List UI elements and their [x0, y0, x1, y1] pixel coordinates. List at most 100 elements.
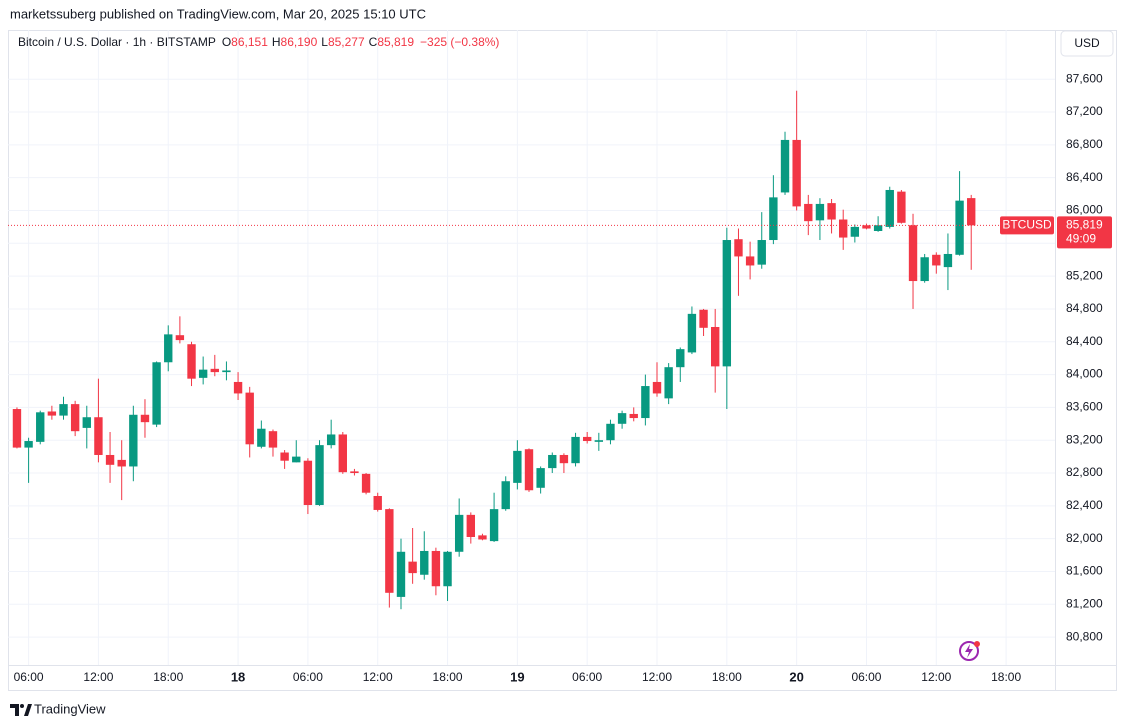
- candle: [222, 361, 231, 381]
- x-tick-label: 18:00: [991, 670, 1021, 684]
- candle-body: [617, 413, 627, 424]
- lightning-icon[interactable]: [959, 641, 980, 661]
- candle: [47, 405, 57, 420]
- candle: [361, 473, 371, 495]
- candle-body: [711, 326, 720, 367]
- candle-body: [594, 440, 604, 442]
- candle: [501, 476, 510, 511]
- candle-body: [897, 191, 906, 223]
- candle-body: [932, 254, 941, 266]
- candle: [664, 363, 673, 405]
- price-tag-label: 85,819: [1066, 218, 1103, 232]
- candle-body: [257, 428, 266, 447]
- candle-body: [827, 203, 836, 220]
- legend-key: L: [321, 35, 328, 49]
- candle-body: [303, 460, 313, 506]
- candle-body: [222, 370, 231, 373]
- candle: [280, 450, 289, 469]
- candle: [548, 452, 557, 474]
- candle: [617, 410, 627, 429]
- candle: [513, 440, 522, 490]
- candle: [524, 448, 534, 492]
- y-tick-label: 84,000: [1066, 367, 1103, 381]
- candle-body: [582, 436, 592, 442]
- candle-body: [792, 139, 801, 207]
- candle-body: [164, 334, 173, 363]
- candle-body: [687, 313, 697, 353]
- candle: [117, 440, 126, 501]
- candle: [198, 356, 208, 385]
- candle: [210, 354, 219, 377]
- candle: [94, 378, 103, 463]
- candle: [676, 347, 685, 382]
- candle: [350, 468, 359, 476]
- candle-body: [524, 449, 534, 491]
- brand-name: TradingView: [34, 701, 106, 716]
- candle-body: [548, 454, 557, 469]
- candle: [885, 186, 894, 229]
- candle: [431, 547, 441, 596]
- candle-body: [24, 441, 33, 448]
- candle: [315, 440, 324, 506]
- candle: [862, 223, 871, 230]
- candle: [571, 432, 580, 467]
- candle: [804, 194, 813, 236]
- candle: [373, 492, 382, 512]
- candle-body: [745, 256, 755, 266]
- candle-body: [629, 413, 638, 419]
- candle-body: [501, 481, 510, 510]
- legend-value: 86,190: [281, 35, 318, 49]
- candle: [152, 361, 161, 428]
- candle: [769, 175, 778, 245]
- candle: [908, 213, 918, 309]
- candle: [827, 199, 836, 234]
- candle: [59, 396, 68, 420]
- y-tick-label: 81,200: [1066, 596, 1103, 610]
- candle-body: [280, 452, 289, 461]
- candle-body: [699, 309, 708, 328]
- candle: [745, 241, 755, 280]
- candle-body: [140, 414, 150, 423]
- y-tick-label: 83,600: [1066, 400, 1103, 414]
- candle: [164, 325, 173, 372]
- currency-label: USD: [1074, 36, 1100, 50]
- candle: [932, 252, 941, 274]
- candle: [873, 216, 883, 232]
- currency-button[interactable]: [1060, 30, 1114, 57]
- x-tick-label: 18:00: [712, 670, 742, 684]
- x-tick-label: 12:00: [363, 670, 393, 684]
- candle: [606, 419, 615, 445]
- candle: [582, 432, 592, 444]
- candle-body: [466, 514, 476, 538]
- candle: [478, 533, 487, 541]
- price-tag-countdown: 49:09: [1066, 232, 1096, 246]
- candle-body: [59, 404, 68, 416]
- candle-body: [373, 495, 382, 510]
- candle: [466, 512, 476, 544]
- y-tick-label: 86,400: [1066, 170, 1103, 184]
- chart-frame: [8, 30, 1117, 691]
- y-tick-label: 83,200: [1066, 432, 1103, 446]
- candle: [140, 399, 150, 438]
- x-tick-label: 06:00: [572, 670, 602, 684]
- x-tick-label: 18:00: [433, 670, 463, 684]
- candle-body: [385, 509, 394, 593]
- candle: [594, 432, 604, 451]
- candle: [385, 508, 394, 608]
- x-tick-label: 12:00: [83, 670, 113, 684]
- candle: [12, 407, 22, 449]
- candle-body: [117, 459, 126, 467]
- candle-body: [268, 431, 278, 448]
- x-tick-label: 20: [789, 669, 803, 684]
- candle: [687, 306, 697, 355]
- symbol: Bitcoin / U.S. Dollar · 1h · BITSTAMP: [18, 35, 216, 49]
- candle-body: [862, 225, 871, 229]
- candle-body: [187, 344, 196, 379]
- candle: [303, 458, 313, 515]
- y-tick-label: 80,800: [1066, 629, 1103, 643]
- legend-key: O: [222, 35, 231, 49]
- candle-body: [129, 414, 138, 467]
- candle-body: [152, 362, 161, 425]
- candle-body: [967, 198, 976, 226]
- candle-body: [315, 445, 324, 506]
